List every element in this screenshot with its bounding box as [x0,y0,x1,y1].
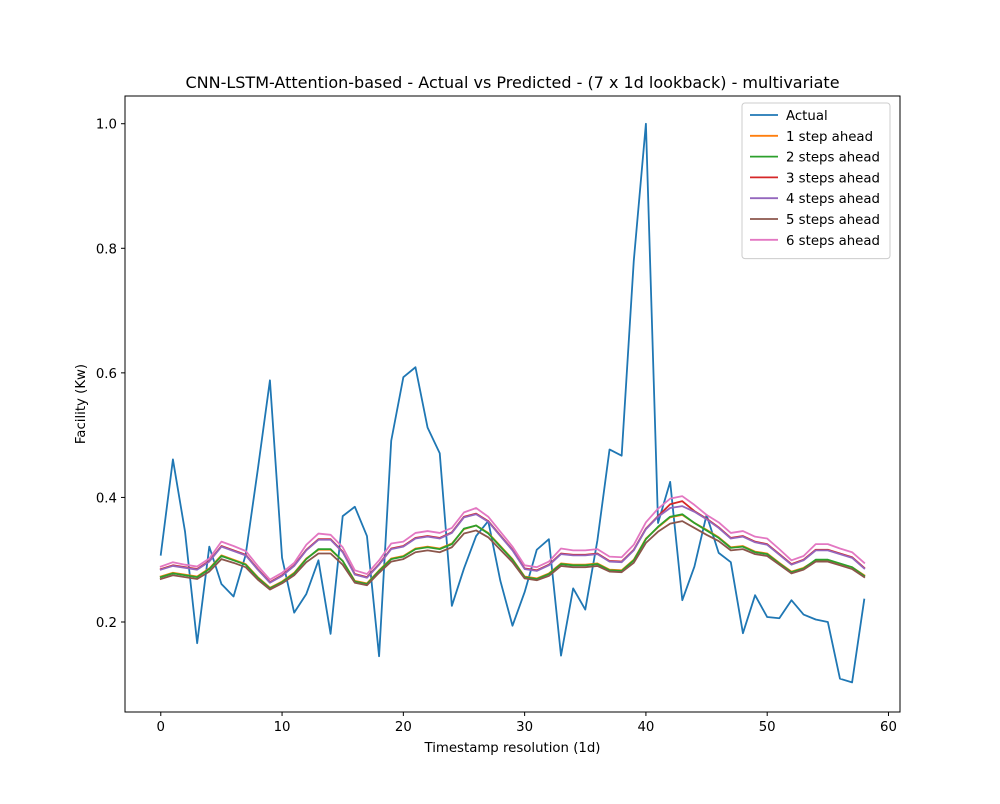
legend-label: 1 step ahead [786,130,873,145]
x-axis-label: Timestamp resolution (1d) [424,741,601,756]
x-tick-label: 30 [516,720,533,735]
legend-label: 4 steps ahead [786,192,880,207]
x-tick-label: 0 [157,720,165,735]
x-tick-label: 50 [759,720,776,735]
y-tick-label: 0.6 [96,367,117,382]
series-line-0 [159,122,866,684]
legend-label: 3 steps ahead [786,171,880,186]
y-tick-label: 1.0 [96,118,117,133]
series-line-4 [159,505,866,584]
y-axis: 0.2 0.4 0.6 0.8 1.0 [96,118,125,631]
series-line-6 [159,495,866,581]
legend-label: 5 steps ahead [786,213,880,228]
series-line-5 [159,520,866,591]
x-axis: 0 10 20 30 40 50 60 [157,712,897,735]
y-axis-label: Facility (Kw) [74,364,89,444]
x-tick-label: 40 [637,720,654,735]
chart-title: CNN-LSTM-Attention-based - Actual vs Pre… [185,73,839,92]
series-line-2 [159,513,866,590]
x-tick-label: 20 [395,720,412,735]
legend-label: 2 steps ahead [786,151,880,166]
axes-frame [124,95,901,713]
legend-label: Actual [786,109,828,124]
y-tick-label: 0.8 [96,242,117,257]
legend-label: 6 steps ahead [786,234,880,249]
y-tick-label: 0.2 [96,616,117,631]
y-tick-label: 0.4 [96,491,117,506]
legend-box [741,102,891,260]
plot-area [124,95,901,713]
x-tick-label: 10 [274,720,291,735]
legend: Actual 1 step ahead 2 steps ahead 3 steps a… [741,102,891,260]
x-tick-label: 60 [880,720,897,735]
